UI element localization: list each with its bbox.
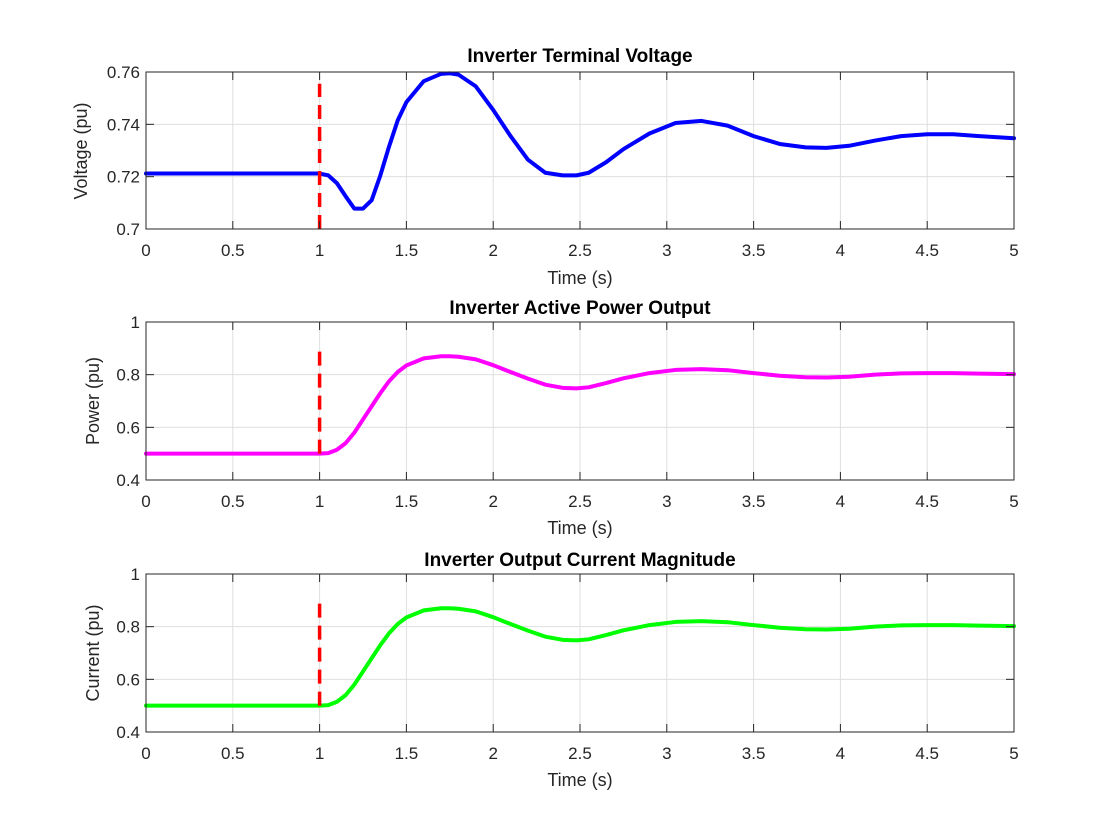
y-tick-label: 0.72 [107, 168, 140, 187]
y-tick-label: 0.7 [116, 220, 140, 239]
x-tick-label: 2 [488, 492, 497, 511]
x-tick-label: 4.5 [915, 492, 939, 511]
series-layer [144, 71, 1016, 229]
x-tick-label: 0 [141, 492, 150, 511]
series-line [144, 606, 1016, 708]
x-tick-label: 0.5 [221, 492, 245, 511]
x-axis-label: Time (s) [547, 518, 612, 538]
subplot-title: Inverter Terminal Voltage [467, 46, 692, 67]
series-layer [144, 600, 1016, 708]
y-tick-label: 1 [131, 313, 140, 332]
x-tick-label: 4.5 [915, 744, 939, 763]
x-tick-label: 4.5 [915, 241, 939, 260]
x-tick-label: 1 [315, 744, 324, 763]
x-tick-label: 3 [662, 744, 671, 763]
x-tick-label: 3.5 [742, 492, 766, 511]
x-tick-label: 1.5 [395, 241, 419, 260]
y-tick-label: 0.4 [116, 471, 140, 490]
x-tick-label: 4 [836, 744, 845, 763]
x-tick-label: 1.5 [395, 492, 419, 511]
x-tick-label: 2.5 [568, 492, 592, 511]
y-tick-label: 0.76 [107, 63, 140, 82]
subplot-title: Inverter Output Current Magnitude [424, 550, 735, 571]
x-tick-label: 5 [1009, 241, 1018, 260]
y-tick-label: 0.8 [116, 618, 140, 637]
y-axis-label: Power (pu) [83, 357, 103, 445]
x-tick-label: 2.5 [568, 744, 592, 763]
x-axis-label: Time (s) [547, 268, 612, 288]
x-tick-label: 3.5 [742, 744, 766, 763]
x-tick-label: 4 [836, 241, 845, 260]
x-tick-label: 3 [662, 241, 671, 260]
x-tick-labels: 0 0.5 1 1.5 2 2.5 3 3.5 4 4.5 5 [141, 574, 1019, 763]
grid-lines [145, 321, 1015, 481]
y-tick-label: 0.74 [107, 115, 140, 134]
y-axis-label: Voltage (pu) [71, 102, 91, 199]
y-tick-labels: 0.7 0.72 0.74 0.76 [107, 63, 1014, 239]
y-tick-label: 0.6 [116, 670, 140, 689]
x-tick-label: 0 [141, 744, 150, 763]
y-tick-label: 0.4 [116, 723, 140, 742]
x-tick-label: 4 [836, 492, 845, 511]
x-tick-label: 2 [488, 241, 497, 260]
x-tick-label: 0.5 [221, 241, 245, 260]
y-tick-label: 0.6 [116, 418, 140, 437]
y-tick-labels: 0.4 0.6 0.8 1 [116, 565, 1014, 742]
x-tick-label: 5 [1009, 492, 1018, 511]
series-layer [144, 348, 1016, 456]
subplot-voltage: Inverter Terminal Voltage 0 0.5 1 1.5 2 2.5 3 3… [71, 46, 1019, 288]
x-tick-label: 2 [488, 744, 497, 763]
y-tick-labels: 0.4 0.6 0.8 1 [116, 313, 1014, 490]
x-tick-label: 0 [141, 241, 150, 260]
series-line [144, 354, 1016, 456]
grid-lines [145, 573, 1015, 733]
series-line [144, 71, 1016, 211]
x-tick-label: 5 [1009, 744, 1018, 763]
x-tick-label: 1 [315, 241, 324, 260]
x-axis-label: Time (s) [547, 770, 612, 790]
x-tick-label: 3.5 [742, 241, 766, 260]
y-axis-label: Current (pu) [83, 604, 103, 701]
grid-lines [145, 71, 1015, 230]
x-tick-label: 1.5 [395, 744, 419, 763]
x-tick-label: 1 [315, 492, 324, 511]
x-tick-label: 3 [662, 492, 671, 511]
subplot-current: Inverter Output Current Magnitude 0 0.5 1 1… [83, 550, 1019, 790]
x-tick-label: 2.5 [568, 241, 592, 260]
subplot-power: Inverter Active Power Output 0 0.5 1 1.5 2 2.… [83, 298, 1019, 538]
y-tick-label: 0.8 [116, 366, 140, 385]
x-tick-label: 0.5 [221, 744, 245, 763]
x-tick-labels: 0 0.5 1 1.5 2 2.5 3 3.5 4 4.5 5 [141, 322, 1019, 511]
x-tick-labels: 0 0.5 1 1.5 2 2.5 3 3.5 4 4.5 5 [141, 72, 1019, 260]
subplot-title: Inverter Active Power Output [449, 298, 711, 319]
y-tick-label: 1 [131, 565, 140, 584]
